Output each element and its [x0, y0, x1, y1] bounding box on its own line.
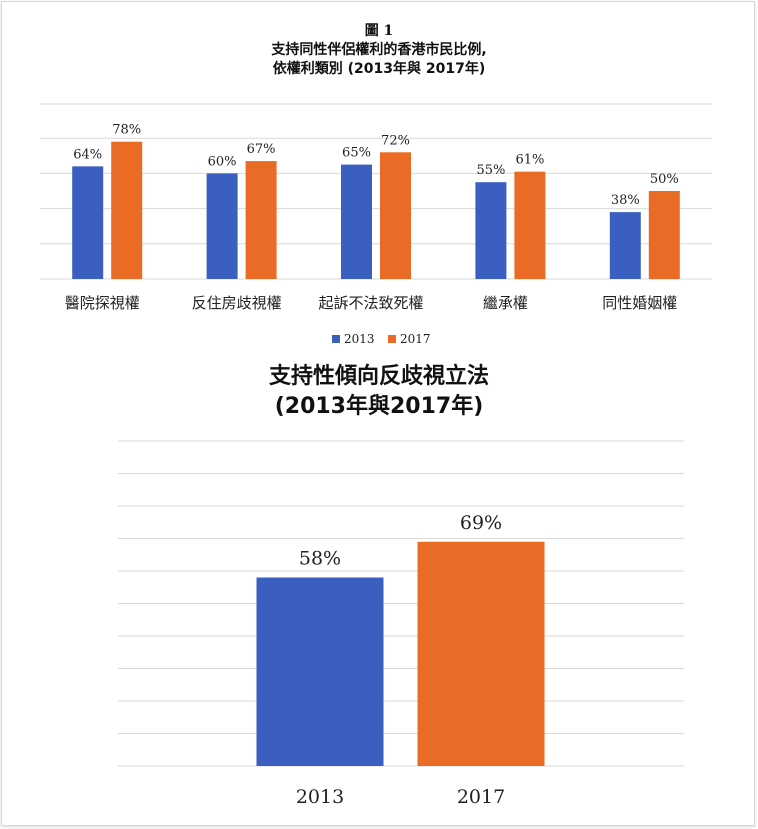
chart2-title-line2: (2013年與2017年) [274, 394, 484, 419]
chart1-bar-2017-2 [380, 152, 411, 279]
chart1-category-label: 同性婚姻權 [602, 294, 677, 312]
chart1-title-line2: 依權利類別 (2013年與 2017年) [272, 61, 486, 77]
chart1-bar-2017-3 [514, 171, 546, 279]
chart1-data-label: 64% [73, 147, 102, 162]
chart1-category-label: 反住房歧視權 [192, 294, 282, 312]
chart1-data-label: 50% [650, 172, 679, 187]
chart2-category-label: 2017 [457, 786, 505, 808]
chart1-figure-label: 圖 1 [364, 23, 394, 39]
chart1-title-line1: 支持同性伴侶權利的香港市民比例, [271, 42, 487, 58]
chart1-legend-label: 2013 [344, 332, 375, 346]
chart1-bar-2013-1 [206, 173, 238, 279]
chart1-category-label: 起訴不法致死權 [318, 294, 423, 312]
chart1-category-label: 繼承權 [483, 294, 528, 312]
chart2-category-label: 2013 [296, 786, 344, 808]
chart2-bar-2013 [256, 577, 384, 766]
chart1-data-label: 60% [208, 154, 237, 169]
chart1-bar-2017-1 [245, 161, 277, 279]
chart1-bar-2017-4 [648, 191, 680, 279]
chart1-legend-swatch-2013 [332, 335, 340, 343]
chart1-data-label: 78% [112, 123, 141, 138]
chart1-data-label: 67% [247, 142, 276, 157]
chart1-data-label: 72% [381, 133, 410, 148]
chart1-category-label: 醫院探視權 [65, 294, 140, 312]
chart1-bar-2013-0 [72, 166, 104, 279]
chart2-title-line1: 支持性傾向反歧視立法 [268, 364, 489, 389]
chart2-data-label: 69% [460, 512, 502, 534]
chart1-title: 圖 1 支持同性伴侶權利的香港市民比例, 依權利類別 (2013年與 2017年… [0, 22, 758, 79]
chart2-bar-2017 [417, 541, 545, 766]
chart2-data-label: 58% [299, 548, 341, 570]
chart1-plot: 64% 78% 醫院探視權 60% 67% 反住房歧視權 65% 72% 起訴不法致死權 55% 6… [40, 103, 712, 346]
chart1-bar-2017-0 [111, 141, 143, 279]
chart1-data-label: 61% [515, 153, 544, 168]
chart1-data-label: 55% [476, 163, 505, 178]
chart1-bar-2013-2 [341, 164, 372, 279]
chart1-data-label: 65% [342, 146, 371, 161]
chart2-title: 支持性傾向反歧視立法 (2013年與2017年) [0, 362, 758, 422]
chart1-legend-label: 2017 [400, 332, 431, 346]
chart1-data-label: 38% [611, 193, 640, 208]
chart1-bar-2013-4 [609, 212, 641, 279]
chart1-legend-swatch-2017 [388, 335, 396, 343]
chart1-bar-2013-3 [475, 182, 507, 279]
